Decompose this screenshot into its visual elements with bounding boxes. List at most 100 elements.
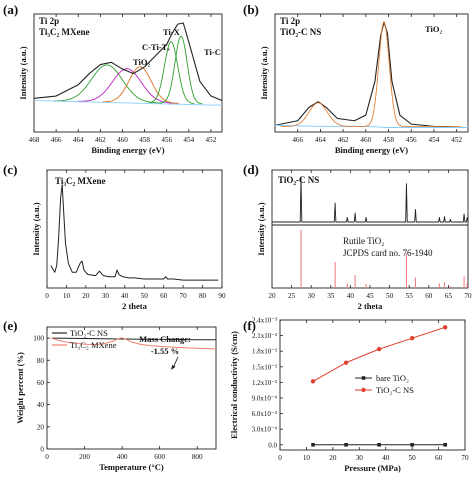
x-tick-label: 70 <box>464 292 472 300</box>
panel-label: (a) <box>3 2 18 17</box>
y-tick-label: 2.4x10⁻³ <box>252 317 277 325</box>
data-curve <box>33 22 223 102</box>
x-tick-label: 50 <box>141 292 149 300</box>
panel-label: (b) <box>243 2 259 17</box>
y-tick-label: 100 <box>33 335 44 343</box>
y-axis-label: Intensity (a.u.) <box>18 46 28 99</box>
x-tick-label: 50 <box>409 454 417 462</box>
reference-label: Rutile TiO₂ <box>343 236 384 246</box>
panel-label: (f) <box>243 318 256 333</box>
fit-component <box>77 68 178 104</box>
legend-label: TiO₂-C NS <box>376 385 414 395</box>
x-tick-label: 464 <box>73 136 84 144</box>
x-tick-label: 30 <box>356 454 364 462</box>
y-axis-label: Intensity (a.u.) <box>256 202 266 255</box>
x-axis-label: Binding energy (eV) <box>335 145 408 155</box>
fit-component <box>53 64 162 104</box>
x-tick-label: 0 <box>45 292 49 300</box>
data-point <box>376 346 382 352</box>
data-curve <box>274 21 468 129</box>
y-tick-label: 80 <box>37 357 45 365</box>
x-tick-label: 70 <box>180 292 188 300</box>
x-tick-label: 30 <box>308 292 316 300</box>
x-tick-label: 90 <box>218 292 226 300</box>
x-tick-label: 454 <box>429 136 440 144</box>
x-tick-label: 30 <box>102 292 110 300</box>
x-tick-label: 460 <box>360 136 371 144</box>
x-tick-label: 466 <box>51 136 62 144</box>
fit-component <box>160 35 203 105</box>
x-tick-label: 60 <box>425 292 433 300</box>
peak-label: Ti-C <box>204 47 221 57</box>
peak-label: Ti-X <box>163 27 181 37</box>
x-tick-label: 800 <box>192 453 203 461</box>
x-tick-label: 466 <box>292 136 303 144</box>
x-tick-label: 80 <box>199 292 207 300</box>
x-tick-label: 65 <box>445 292 453 300</box>
plot-frame <box>33 13 223 133</box>
arrow-head <box>171 365 176 370</box>
data-point <box>409 336 415 341</box>
chart-panel-f: 0 10 20 30 40 50 60 70 0.0 3.0x10⁻⁴ 6.0x10⁻⁴ 9.0x10… <box>229 317 469 474</box>
panel-title: Ti 2p <box>280 16 300 26</box>
data-point <box>344 443 348 447</box>
data-point <box>343 360 349 365</box>
xrd-pattern <box>272 176 469 223</box>
annotation: -1.55 % <box>151 346 179 356</box>
y-axis-label: Intensity (a.u.) <box>259 46 269 99</box>
x-axis-label: 2 theta <box>358 301 384 311</box>
x-tick-label: 45 <box>366 292 374 300</box>
x-tick-label: 600 <box>154 453 165 461</box>
data-point <box>443 443 447 447</box>
data-point <box>311 443 315 447</box>
x-tick-label: 462 <box>338 136 349 144</box>
panel-title: Ti 2p <box>39 16 59 26</box>
x-tick-label: 400 <box>117 453 128 461</box>
y-axis-label: Weight percent (%) <box>15 352 25 424</box>
x-tick-label: 40 <box>382 454 390 462</box>
data-curve <box>50 184 219 281</box>
y-tick-label: 3.0x10⁻⁴ <box>252 426 278 434</box>
y-tick-label: 1.8x10⁻³ <box>252 348 277 356</box>
x-tick-label: 40 <box>347 292 355 300</box>
peak-label: TiO₂ <box>425 24 442 34</box>
y-tick-label: 60 <box>37 379 45 387</box>
y-tick-label: 1.5x10⁻³ <box>252 363 277 371</box>
fit-component <box>148 41 195 105</box>
x-tick-label: 468 <box>29 136 40 144</box>
data-point <box>442 325 448 330</box>
data-point <box>377 443 381 447</box>
y-axis-label: Intensity (a.u.) <box>31 202 41 255</box>
fit-envelope <box>280 21 462 127</box>
x-tick-label: 452 <box>451 136 462 144</box>
legend-marker <box>361 387 366 393</box>
x-tick-label: 458 <box>139 136 150 144</box>
legend-marker <box>361 376 366 380</box>
tga-curve <box>51 337 217 350</box>
panel-title: TiO₂-C NS <box>278 175 319 185</box>
x-tick-label: 0 <box>278 454 282 462</box>
plot-frame <box>279 319 466 451</box>
y-axis-label: Electrical conductivity (S/cm) <box>229 331 239 439</box>
x-tick-label: 0 <box>45 453 49 461</box>
peak-label: C-Ti-Tₓ <box>142 42 170 52</box>
x-tick-label: 464 <box>315 136 326 144</box>
plot-frame <box>46 326 217 450</box>
x-tick-label: 70 <box>461 454 469 462</box>
x-axis-label: Binding energy (eV) <box>91 145 164 155</box>
data-point <box>410 443 414 447</box>
y-tick-label: 6.0x10⁻⁴ <box>252 410 278 418</box>
x-tick-label: 454 <box>183 136 194 144</box>
chart-panel-d: 20 25 30 35 40 45 50 55 60 65 70 TiO₂-C NS Rutile Ti… <box>256 169 472 311</box>
x-tick-label: 35 <box>327 292 335 300</box>
fit-component <box>102 66 179 104</box>
panel-title: TiO₂-C NS <box>280 27 321 37</box>
y-tick-label: 20 <box>37 423 45 431</box>
y-tick-label: 9.0x10⁻⁴ <box>252 395 278 403</box>
x-tick-label: 55 <box>406 292 414 300</box>
x-axis-label: 2 theta <box>122 301 148 311</box>
reference-label: JCPDS card no. 76-1940 <box>343 248 433 258</box>
x-axis-label: Temperature (°C) <box>99 462 164 472</box>
